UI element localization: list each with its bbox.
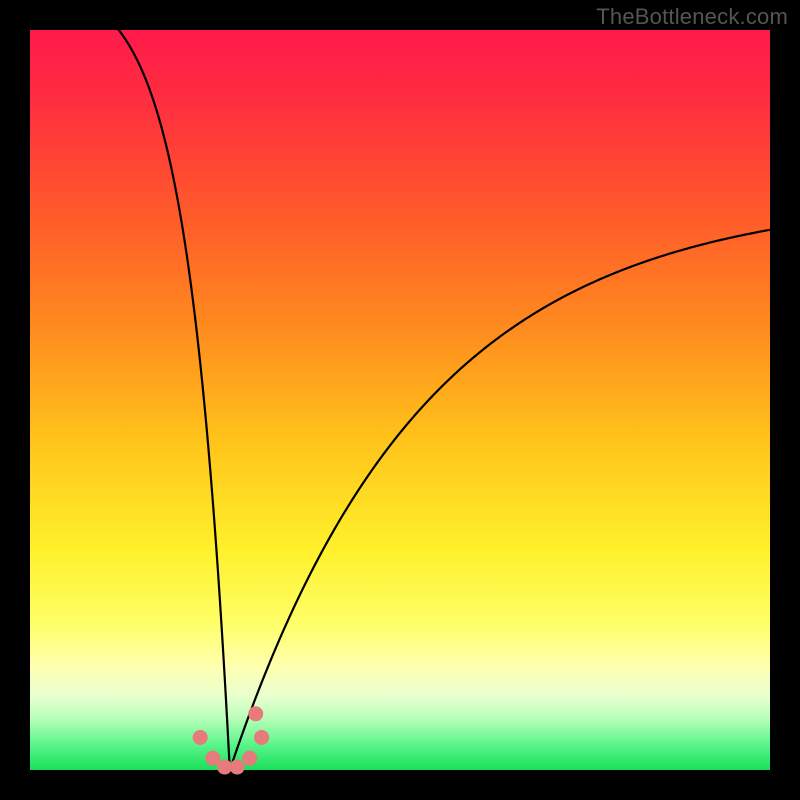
curve-marker [193,730,208,745]
plot-gradient-background [30,30,770,770]
bottleneck-plot [0,0,800,800]
curve-marker [205,751,220,766]
curve-marker [254,730,269,745]
curve-marker [242,751,257,766]
watermark-text: TheBottleneck.com [596,4,788,30]
curve-marker [248,706,263,721]
curve-marker [230,760,245,775]
chart-stage: TheBottleneck.com [0,0,800,800]
